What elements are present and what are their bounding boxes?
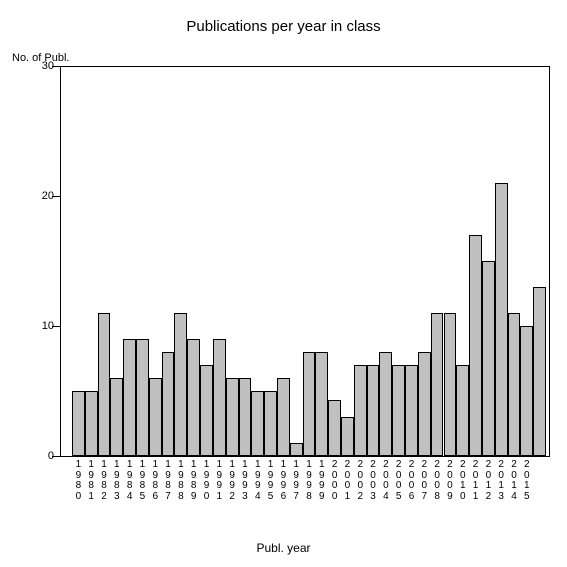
bar	[431, 313, 444, 456]
x-tick-label: 2 0 0 4	[381, 460, 391, 502]
x-tick-label: 1 9 8 8	[176, 460, 186, 502]
bar	[354, 365, 367, 456]
y-tick-label: 30	[42, 60, 54, 72]
bar	[277, 378, 290, 456]
x-tick-label: 2 0 0 5	[394, 460, 404, 502]
bar	[456, 365, 469, 456]
bar	[85, 391, 98, 456]
x-tick-label: 1 9 8 0	[73, 460, 83, 502]
x-tick-label: 2 0 0 7	[419, 460, 429, 502]
x-tick-label: 2 0 0 6	[406, 460, 416, 502]
x-tick-label: 2 0 1 4	[509, 460, 519, 502]
x-tick-label: 1 9 9 2	[227, 460, 237, 502]
y-axis-label: No. of Publ.	[12, 52, 69, 64]
bar	[482, 261, 495, 456]
y-tick-label: 0	[48, 450, 54, 462]
x-tick-label: 2 0 0 2	[355, 460, 365, 502]
bar	[110, 378, 123, 456]
x-tick-label: 1 9 8 3	[112, 460, 122, 502]
x-tick-label: 1 9 9 7	[291, 460, 301, 502]
x-tick-label: 1 9 8 5	[137, 460, 147, 502]
bar	[239, 378, 252, 456]
bar	[533, 287, 546, 456]
bar	[200, 365, 213, 456]
x-tick-label: 2 0 1 5	[522, 460, 532, 502]
x-tick-label: 1 9 8 4	[125, 460, 135, 502]
bar	[251, 391, 264, 456]
x-tick-label: 1 9 9 6	[278, 460, 288, 502]
x-axis-baseline	[60, 456, 550, 457]
x-tick-label: 2 0 0 0	[330, 460, 340, 502]
bar	[328, 400, 341, 456]
bar	[418, 352, 431, 456]
bar	[469, 235, 482, 456]
x-tick-label: 1 9 9 8	[304, 460, 314, 502]
y-tick-label: 20	[42, 190, 54, 202]
x-tick-label: 1 9 8 1	[86, 460, 96, 502]
bar	[290, 443, 303, 456]
bar	[379, 352, 392, 456]
bar	[367, 365, 380, 456]
bars-group	[60, 66, 550, 456]
bar	[444, 313, 457, 456]
x-tick-label: 1 9 9 3	[240, 460, 250, 502]
bar	[213, 339, 226, 456]
x-tick-label: 2 0 0 9	[445, 460, 455, 502]
bar	[98, 313, 111, 456]
x-tick-label: 1 9 9 5	[266, 460, 276, 502]
chart-title: Publications per year in class	[0, 18, 567, 35]
bar	[315, 352, 328, 456]
x-tick-label: 1 9 9 0	[202, 460, 212, 502]
bar	[264, 391, 277, 456]
bar	[162, 352, 175, 456]
x-tick-label: 2 0 0 3	[368, 460, 378, 502]
bar	[136, 339, 149, 456]
bar	[174, 313, 187, 456]
x-tick-label: 2 0 1 1	[471, 460, 481, 502]
x-tick-label: 1 9 8 9	[189, 460, 199, 502]
bar	[508, 313, 521, 456]
bar	[123, 339, 136, 456]
bar	[303, 352, 316, 456]
x-tick-label: 1 9 9 4	[253, 460, 263, 502]
x-tick-label: 1 9 8 7	[163, 460, 173, 502]
bar	[405, 365, 418, 456]
y-tick-label: 10	[42, 320, 54, 332]
x-tick-label: 1 9 9 1	[214, 460, 224, 502]
chart-container: Publications per year in class No. of Pu…	[0, 0, 567, 567]
bar	[520, 326, 533, 456]
bar	[72, 391, 85, 456]
bar	[187, 339, 200, 456]
bar	[495, 183, 508, 456]
x-axis-label: Publ. year	[0, 541, 567, 555]
bar	[341, 417, 354, 456]
x-tick-label: 2 0 0 1	[342, 460, 352, 502]
bar	[226, 378, 239, 456]
x-tick-label: 1 9 8 6	[150, 460, 160, 502]
x-tick-label: 2 0 1 0	[458, 460, 468, 502]
x-tick-label: 1 9 8 2	[99, 460, 109, 502]
x-tick-label: 2 0 1 2	[483, 460, 493, 502]
bar	[149, 378, 162, 456]
x-tick-label: 1 9 9 9	[317, 460, 327, 502]
x-tick-label: 2 0 1 3	[496, 460, 506, 502]
x-tick-label: 2 0 0 8	[432, 460, 442, 502]
bar	[392, 365, 405, 456]
